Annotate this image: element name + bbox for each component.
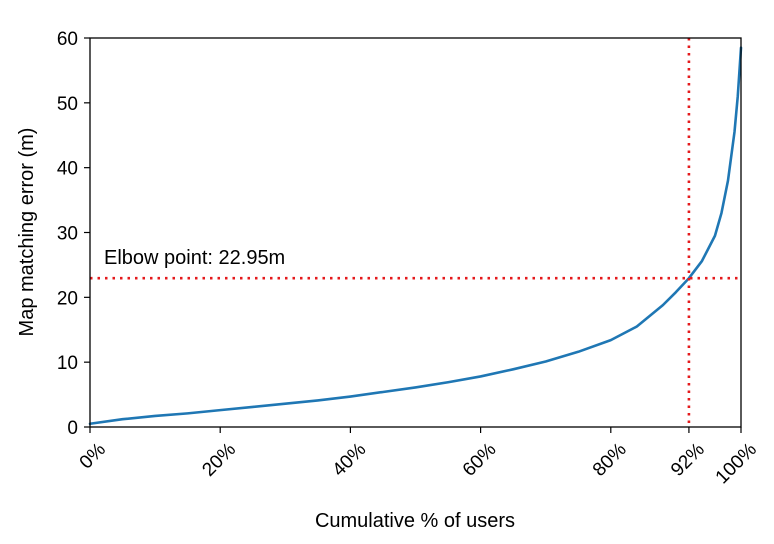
series-line-0 (90, 48, 741, 424)
x-axis-title: Cumulative % of users (315, 510, 515, 532)
y-tick-label: 20 (57, 288, 78, 309)
x-tick-label: 92% (667, 439, 709, 481)
plot-frame (90, 38, 741, 427)
x-tick-label: 80% (589, 439, 631, 481)
y-tick-label: 0 (67, 418, 78, 439)
y-tick-label: 10 (57, 353, 78, 374)
elbow-annotation: Elbow point: 22.95m (104, 247, 285, 269)
y-tick-label: 40 (57, 159, 78, 180)
x-tick-label: 60% (459, 439, 501, 481)
x-tick-label: 100% (712, 439, 761, 488)
y-axis-title: Map matching error (m) (16, 128, 38, 337)
y-tick-label: 30 (57, 224, 78, 245)
x-tick-label: 0% (76, 439, 110, 473)
x-tick-label: 40% (329, 439, 371, 481)
x-tick-label: 20% (198, 439, 240, 481)
y-tick-label: 60 (57, 29, 78, 50)
y-tick-label: 50 (57, 94, 78, 115)
